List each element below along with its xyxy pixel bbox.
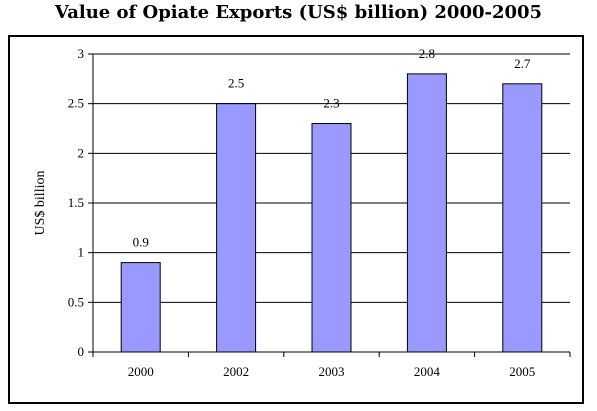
y-tick-label: 2 (78, 145, 85, 160)
y-tick-label: 0.5 (68, 294, 84, 309)
data-label: 2.5 (228, 76, 244, 91)
y-tick-label: 3 (78, 46, 85, 61)
data-label: 0.9 (133, 235, 149, 250)
data-label: 2.8 (419, 46, 435, 61)
y-tick-label: 1.5 (68, 195, 84, 210)
x-tick-label: 2004 (414, 364, 441, 379)
x-tick-label: 2000 (128, 364, 154, 379)
data-labels: 0.9 2.5 2.3 2.8 2.7 (133, 46, 531, 250)
chart-frame (8, 35, 584, 404)
x-tick-label: 2005 (509, 364, 535, 379)
bar (120, 262, 161, 353)
bar (502, 83, 543, 353)
bars (120, 73, 543, 353)
bar (406, 73, 447, 353)
x-tick-label: 2002 (223, 364, 249, 379)
data-label: 2.3 (323, 96, 339, 111)
chart-title: Value of Opiate Exports (US$ billion) 20… (54, 2, 543, 23)
bar (216, 103, 257, 353)
x-tick-label: 2003 (319, 364, 345, 379)
data-label: 2.7 (514, 56, 531, 71)
y-tick-label: 2.5 (68, 96, 84, 111)
y-axis-label: US$ billion (33, 171, 48, 236)
tick-labels: 0 0.5 1 1.5 2 2.5 3 2000 2002 2003 2004 2005 (68, 46, 536, 379)
bar (311, 123, 352, 353)
y-tick-label: 1 (78, 245, 85, 260)
y-tick-label: 0 (78, 344, 85, 359)
